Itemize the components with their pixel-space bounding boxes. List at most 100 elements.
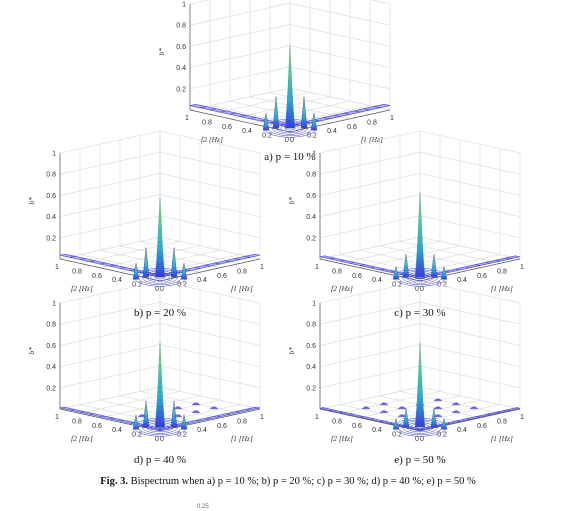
- panel-caption: a) p = 10 %: [264, 151, 315, 163]
- surface-bump: [397, 406, 407, 410]
- main-peak: [154, 197, 166, 278]
- surface-mesh-line: [379, 420, 384, 422]
- f1-tick-label: 0: [290, 137, 294, 144]
- satellite-peak: [180, 414, 188, 430]
- surface-mesh-line: [369, 266, 375, 269]
- f1-tick-label: 0.8: [497, 418, 507, 425]
- surface-mesh-line: [343, 112, 351, 115]
- chart-panel: 1 0.8 0.6 0.4 0.2 b* 0 0.2 0.4 0.6 0.8 1 0 0.2 0.4 0.6 0…: [287, 280, 524, 466]
- surface-mesh-line: [239, 114, 247, 117]
- surface-mesh-line: [149, 273, 156, 276]
- satellite-peak: [170, 247, 178, 278]
- surface-mesh-line: [389, 270, 395, 273]
- f1-tick-label: 0: [420, 286, 424, 293]
- surface-mesh-line: [184, 269, 191, 271]
- surface-mesh-line: [333, 114, 341, 117]
- grid-line: [379, 245, 481, 269]
- f2-tick-label: 0: [285, 137, 289, 144]
- f1-tick-label: 0.6: [477, 423, 487, 430]
- satellite-peak: [170, 400, 178, 428]
- z-axis-label: b*: [157, 48, 166, 56]
- grid-line: [379, 395, 481, 419]
- surface-mesh-line: [329, 409, 334, 411]
- surface-mesh-line: [219, 110, 227, 113]
- surface-mesh-line: [466, 418, 471, 420]
- surface-bump: [433, 398, 443, 402]
- f1-tick-label: 0.6: [477, 273, 487, 280]
- f2-tick-label: 0.4: [242, 128, 252, 135]
- surface-mesh-line: [353, 110, 361, 113]
- f2-tick-label: 0.2: [392, 432, 402, 439]
- f2-tick-label: 0.6: [92, 423, 102, 430]
- surface-mesh-line: [99, 262, 106, 265]
- z-tick-label: 0.2: [46, 385, 56, 392]
- f2-tick-label: 0.8: [72, 268, 82, 275]
- grid-line: [319, 386, 421, 410]
- f1-axis-label: f1 [Hz]: [491, 284, 513, 293]
- surface-bump: [433, 414, 443, 418]
- figure-caption: Fig. 3. Bispectrum when a) p = 10 %; b) …: [0, 476, 576, 487]
- satellite-peak: [310, 112, 318, 131]
- grid-line: [359, 245, 461, 269]
- f1-tick-label: 0.8: [497, 268, 507, 275]
- surface-mesh-line: [379, 268, 385, 271]
- grid-line: [59, 236, 161, 260]
- f1-axis-label: f1 [Hz]: [231, 284, 253, 293]
- f2-axis-label: f2 [Hz]: [201, 135, 223, 144]
- f2-tick-label: 1: [315, 264, 319, 271]
- surface-bump: [469, 406, 479, 410]
- f1-axis-label: f1 [Hz]: [361, 135, 383, 144]
- z-tick-label: 0.4: [176, 65, 186, 72]
- f2-tick-label: 1: [315, 414, 319, 421]
- surface-bump: [433, 406, 443, 410]
- grid-line: [139, 391, 241, 414]
- surface-mesh-line: [214, 262, 221, 265]
- f1-axis-label: f1 [Hz]: [231, 434, 253, 443]
- surface-mesh-line: [293, 123, 301, 126]
- z-tick-label: 1: [52, 301, 56, 308]
- surface-mesh-line: [506, 409, 511, 411]
- z-tick-label: 0.4: [46, 364, 56, 371]
- z-tick-label: 0.6: [176, 44, 186, 51]
- f2-axis-label: f2 [Hz]: [331, 434, 353, 443]
- f2-tick-label: 0.2: [392, 282, 402, 289]
- z-tick-label: 1: [182, 2, 186, 9]
- surface-bump: [191, 402, 201, 406]
- surface-mesh-line: [363, 108, 371, 111]
- grid-line: [379, 399, 481, 423]
- surface-mesh-line: [495, 259, 501, 262]
- f1-tick-label: 0: [420, 436, 424, 443]
- surface-bump: [173, 414, 183, 418]
- surface-mesh-line: [69, 408, 74, 411]
- z-tick-label: 0.2: [306, 235, 316, 242]
- surface-mesh-line: [89, 413, 94, 415]
- f2-tick-label: 1: [185, 115, 189, 122]
- satellite-peak: [392, 266, 400, 280]
- satellite-peak: [440, 266, 448, 280]
- surface-mesh-line: [199, 106, 207, 108]
- satellite-peak: [142, 247, 150, 278]
- grid-line: [139, 241, 241, 264]
- surface-mesh-line: [224, 260, 231, 263]
- satellite-peak: [402, 408, 410, 428]
- satellite-peak: [142, 400, 150, 428]
- surface-bump: [397, 414, 407, 418]
- z-tick-label: 0.6: [46, 193, 56, 200]
- z-tick-label: 1: [312, 301, 316, 308]
- panel-caption: d) p = 40 %: [134, 454, 186, 466]
- satellite-peak: [402, 253, 410, 278]
- surface-mesh-line: [465, 266, 471, 269]
- surface-mesh-line: [456, 420, 461, 422]
- main-peak: [284, 45, 296, 129]
- f1-tick-label: 0.2: [437, 282, 447, 289]
- chart-panel: 1 0.8 0.6 0.4 0.2 b* 0 0.2 0.4 0.6 0.8 1 0 0.2 0.4 0.6 0…: [27, 130, 264, 319]
- f2-tick-label: 0: [155, 436, 159, 443]
- satellite-peak: [430, 408, 438, 428]
- surface-mesh-line: [129, 269, 136, 271]
- surface-mesh-line: [279, 123, 287, 126]
- z-tick-label: 0.6: [46, 343, 56, 350]
- z-tick-label: 0.8: [306, 172, 316, 179]
- surface-mesh-line: [209, 108, 217, 111]
- f1-tick-label: 0.8: [237, 418, 247, 425]
- surface-bump: [191, 410, 201, 414]
